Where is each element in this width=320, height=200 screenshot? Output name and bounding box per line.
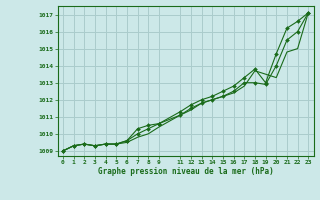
X-axis label: Graphe pression niveau de la mer (hPa): Graphe pression niveau de la mer (hPa)	[98, 167, 274, 176]
